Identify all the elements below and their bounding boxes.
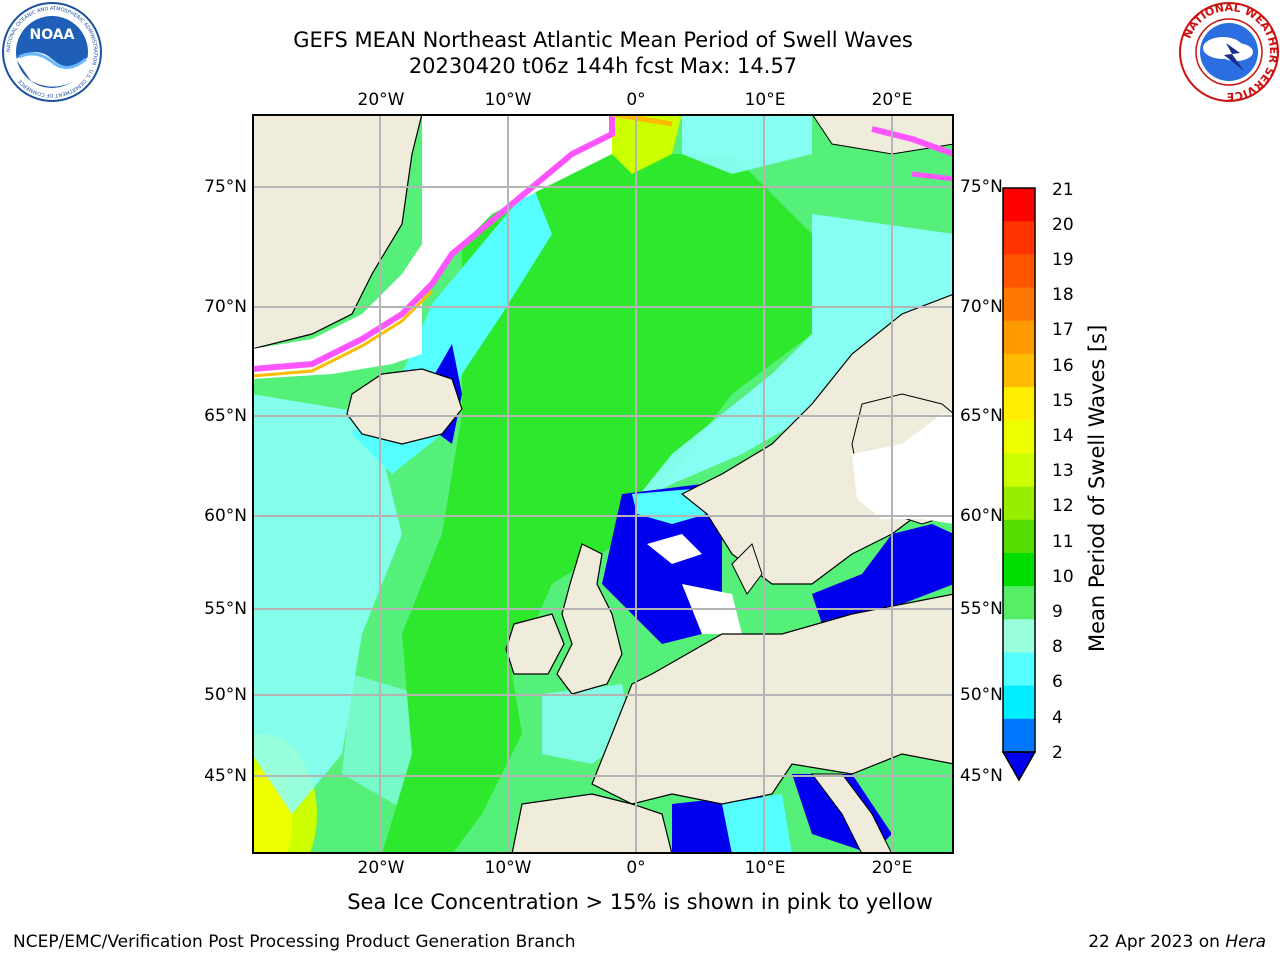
national-weather-service-logo: NATIONAL WEATHER SERVICE <box>1179 1 1280 103</box>
iberia-land <box>511 793 673 854</box>
lat-tick-left-65: 65°N <box>204 406 247 426</box>
colorbar-swatch <box>1003 320 1035 355</box>
colorbar-swatch <box>1003 586 1035 620</box>
sea-ice-edge <box>252 114 615 372</box>
iceland-land <box>346 368 463 445</box>
lat-tick-left-45: 45°N <box>204 766 247 786</box>
colorbar-swatch <box>1003 287 1035 322</box>
colorbar-tick-11: 11 <box>1052 532 1074 552</box>
lat-tick-right-50: 50°N <box>960 685 1003 705</box>
lon-tick-top-1: 20°W <box>357 90 405 110</box>
lon-tick-bottom-2: 10°W <box>484 858 532 878</box>
lon-tick-top-4: 10°E <box>744 90 786 110</box>
footer-right-date: 22 Apr 2023 on Hera <box>1088 932 1266 952</box>
colorbar-swatch <box>1003 353 1035 388</box>
map-title-line1: GEFS MEAN Northeast Atlantic Mean Period… <box>293 28 913 52</box>
colorbar-tick-9: 9 <box>1052 602 1063 622</box>
colorbar-tick-17: 17 <box>1052 320 1074 340</box>
footer-host: Hera <box>1225 932 1266 952</box>
gulf-of-bothnia-white <box>852 414 954 524</box>
colorbar-tick-6: 6 <box>1052 672 1063 692</box>
lat-tick-left-60: 60°N <box>204 506 247 526</box>
colorbar-frame <box>1002 187 1036 753</box>
lat-tick-left-70: 70°N <box>204 297 247 317</box>
colorbar-swatch <box>1003 221 1035 255</box>
colorbar-swatch <box>1003 486 1035 521</box>
colorbar-swatch <box>1003 685 1035 720</box>
denmark-land <box>731 543 763 595</box>
colorbar-swatch <box>1003 718 1035 753</box>
lon-tick-bottom-4: 10°E <box>744 858 786 878</box>
lat-tick-left-75: 75°N <box>204 177 247 197</box>
footer-date: 22 Apr 2023 on <box>1088 932 1226 952</box>
colorbar-swatch <box>1003 619 1035 653</box>
colorbar-swatch <box>1003 188 1035 222</box>
lon-tick-top-5: 20°E <box>871 90 913 110</box>
colorbar <box>1001 187 1037 782</box>
baltic-low-zone <box>812 524 954 634</box>
map-graticule <box>252 114 954 854</box>
lat-tick-right-75: 75°N <box>960 177 1003 197</box>
ice-edge-warm-zone <box>612 114 682 174</box>
colorbar-tick-16: 16 <box>1052 356 1074 376</box>
lon-tick-top-2: 10°W <box>484 90 532 110</box>
map-title-line2: 20230420 t06z 144h fcst Max: 14.57 <box>408 54 798 78</box>
lat-tick-right-55: 55°N <box>960 599 1003 619</box>
colorbar-swatch <box>1003 387 1035 421</box>
lat-tick-right-60: 60°N <box>960 506 1003 526</box>
colorbar-swatches <box>1003 188 1035 753</box>
colorbar-swatch <box>1003 420 1035 454</box>
lat-tick-left-50: 50°N <box>204 685 247 705</box>
colorbar-swatch <box>1003 519 1035 554</box>
colorbar-tick-2: 2 <box>1052 743 1063 763</box>
colorbar-tick-13: 13 <box>1052 461 1074 481</box>
sea-ice-note: Sea Ice Concentration > 15% is shown in … <box>347 890 933 914</box>
mid-period-zone-west <box>252 394 402 814</box>
lat-tick-left-55: 55°N <box>204 599 247 619</box>
colorbar-tick-18: 18 <box>1052 285 1074 305</box>
lat-tick-right-65: 65°N <box>960 406 1003 426</box>
map-frame <box>252 114 954 854</box>
colorbar-tick-4: 4 <box>1052 708 1063 728</box>
colorbar-extend-triangle <box>1001 751 1037 782</box>
colorbar-tick-8: 8 <box>1052 637 1063 657</box>
colorbar-title: Mean Period of Swell Waves [s] <box>1085 324 1109 652</box>
colorbar-swatch <box>1003 254 1035 289</box>
colorbar-swatch <box>1003 552 1035 587</box>
colorbar-tick-15: 15 <box>1052 391 1074 411</box>
lat-tick-right-45: 45°N <box>960 766 1003 786</box>
colorbar-tick-20: 20 <box>1052 215 1074 235</box>
colorbar-swatch <box>1003 652 1035 687</box>
noaa-logo-text: NOAA <box>30 27 75 43</box>
colorbar-tick-12: 12 <box>1052 496 1074 516</box>
colorbar-tick-21: 21 <box>1052 180 1074 200</box>
colorbar-tick-19: 19 <box>1052 250 1074 270</box>
lon-tick-bottom-5: 20°E <box>871 858 913 878</box>
mid-period-zone-norway <box>632 214 954 504</box>
lon-tick-bottom-1: 20°W <box>357 858 405 878</box>
lon-tick-top-3: 0° <box>626 90 646 110</box>
colorbar-tick-10: 10 <box>1052 567 1074 587</box>
continental-europe-land <box>591 593 954 805</box>
colorbar-swatch <box>1003 453 1035 488</box>
swell-period-map <box>252 114 954 854</box>
colorbar-tick-14: 14 <box>1052 426 1074 446</box>
map-body <box>252 114 954 854</box>
noaa-logo: NOAA NATIONAL OCEANIC AND ATMOSPHERIC AD… <box>2 2 102 102</box>
italy-land <box>811 773 893 854</box>
lon-tick-bottom-3: 0° <box>626 858 646 878</box>
lat-tick-right-70: 70°N <box>960 297 1003 317</box>
ireland-land <box>505 613 565 675</box>
footer-left-credit: NCEP/EMC/Verification Post Processing Pr… <box>13 932 576 952</box>
